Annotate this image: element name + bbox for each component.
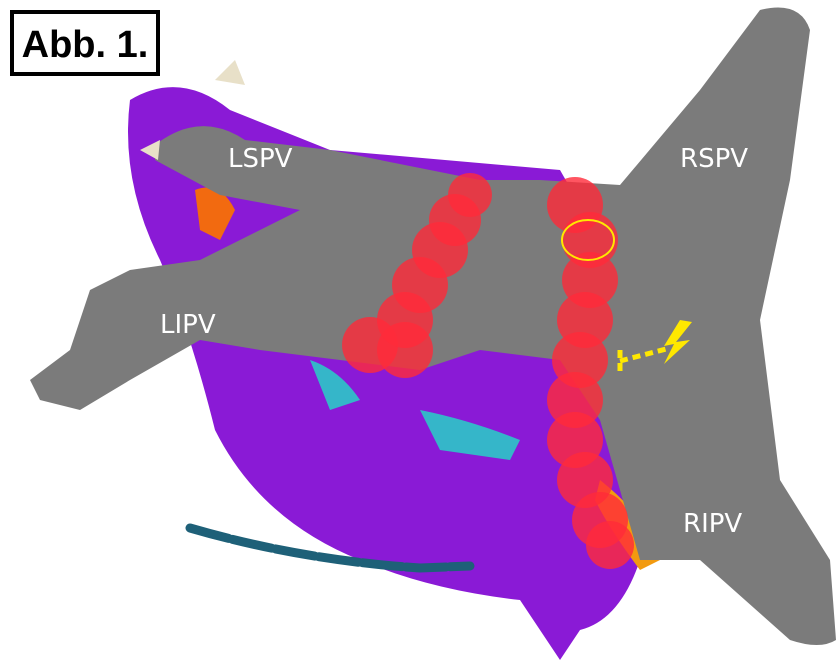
- vein-label: LSPV: [228, 144, 293, 174]
- vein-label: LIPV: [160, 310, 216, 340]
- vein-label: RIPV: [683, 509, 742, 539]
- figure-label: Abb. 1.: [22, 24, 149, 66]
- figure: LSPV RSPV LIPV RIPV Abb. 1.: [0, 0, 836, 666]
- vein-label: RSPV: [680, 144, 748, 174]
- atrial-map: LSPV RSPV LIPV RIPV Abb. 1.: [0, 0, 836, 666]
